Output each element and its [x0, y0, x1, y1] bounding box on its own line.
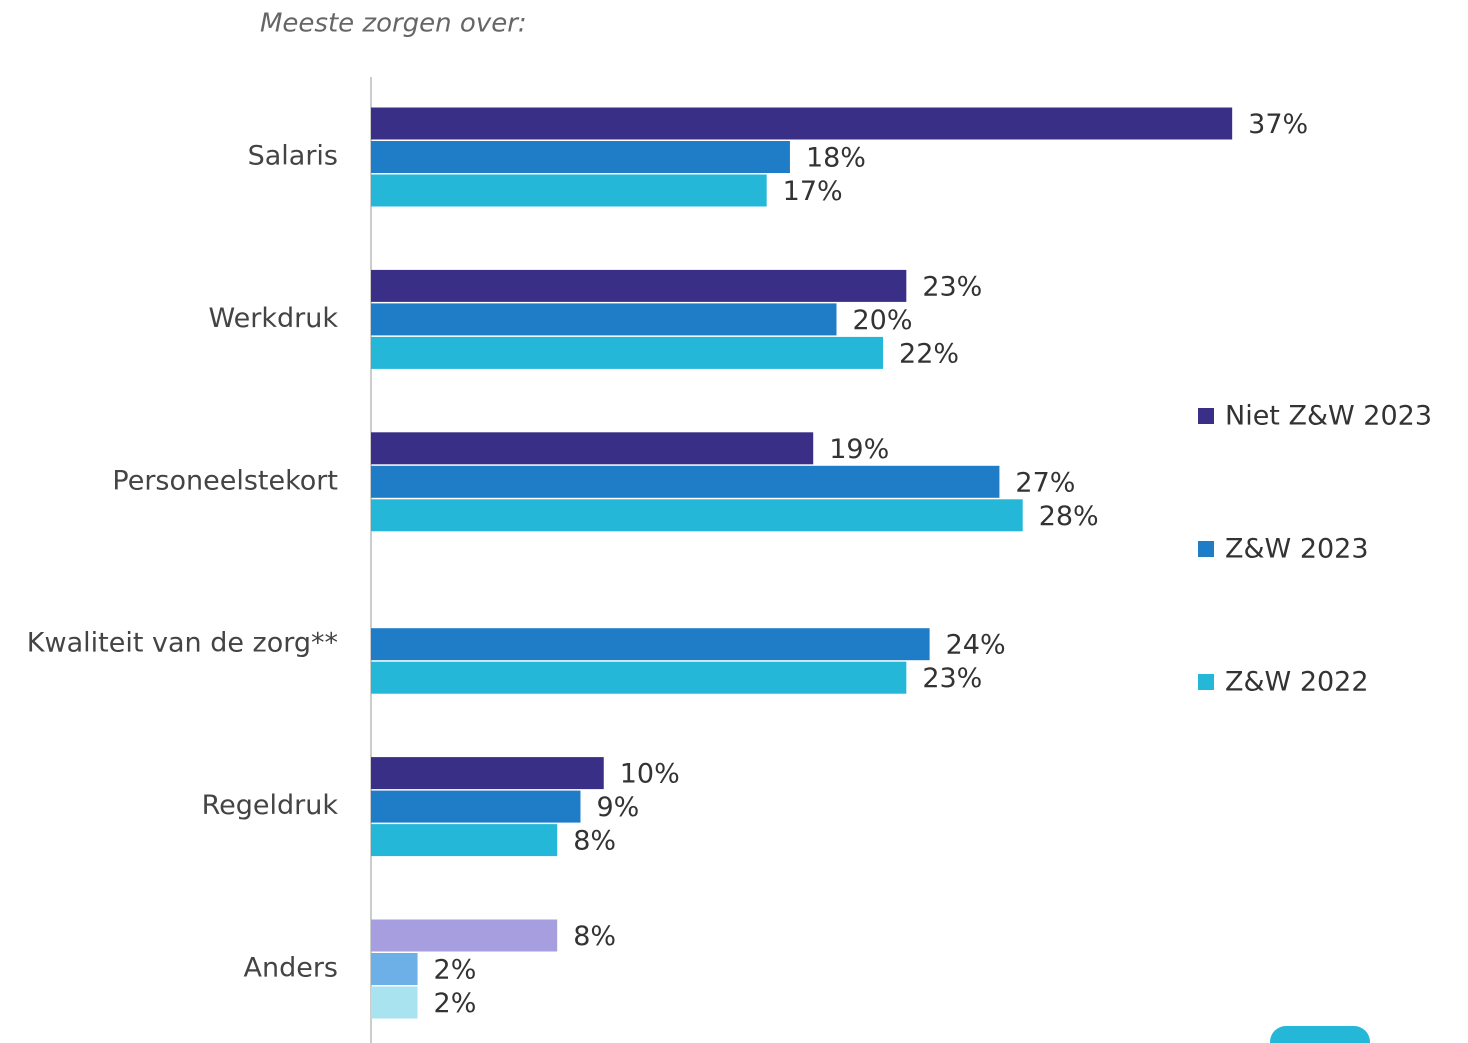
- bar: [371, 141, 790, 173]
- category-label: Anders: [244, 953, 339, 984]
- value-label: 2%: [434, 988, 477, 1019]
- category-label: Kwaliteit van de zorg**: [27, 628, 338, 659]
- legend-label: Niet Z&W 2023: [1225, 401, 1432, 432]
- legend-swatch: [1198, 541, 1214, 557]
- value-label: 8%: [573, 826, 616, 857]
- bar: [371, 790, 581, 823]
- value-label: 10%: [620, 759, 680, 790]
- bar: [371, 661, 907, 694]
- value-label: 23%: [922, 271, 982, 302]
- bar: [371, 953, 418, 985]
- bar: [371, 465, 1000, 498]
- bar: [371, 303, 837, 336]
- bar: [371, 757, 604, 790]
- chart-title: Meeste zorgen over:: [260, 9, 527, 39]
- category-label: Salaris: [248, 141, 338, 172]
- legend-label: Z&W 2022: [1225, 667, 1369, 698]
- bar: [371, 986, 418, 1019]
- bar: [371, 336, 884, 369]
- decoration: [1270, 1026, 1370, 1043]
- value-label: 18%: [806, 143, 866, 174]
- value-label: 20%: [853, 305, 913, 336]
- category-label: Regeldruk: [202, 790, 339, 821]
- value-label: 9%: [596, 792, 639, 823]
- bar: [371, 499, 1023, 532]
- value-label: 22%: [899, 338, 959, 369]
- bar: [371, 824, 558, 857]
- legend-swatch: [1198, 674, 1214, 690]
- bar: [371, 107, 1233, 140]
- value-label: 37%: [1248, 109, 1308, 140]
- bar: [371, 269, 907, 302]
- value-label: 24%: [946, 630, 1006, 661]
- value-label: 19%: [829, 434, 889, 465]
- bar: [371, 432, 814, 465]
- value-label: 2%: [434, 955, 477, 986]
- category-label: Werkdruk: [209, 303, 339, 334]
- legend-swatch: [1198, 408, 1214, 424]
- bar: [371, 174, 767, 207]
- value-label: 8%: [573, 921, 616, 952]
- bar: [371, 919, 558, 952]
- legend-label: Z&W 2023: [1225, 534, 1369, 565]
- bar: [371, 628, 930, 661]
- value-label: 28%: [1039, 501, 1099, 532]
- category-label: Personeelstekort: [112, 465, 338, 496]
- value-label: 17%: [783, 176, 843, 207]
- value-label: 27%: [1015, 467, 1075, 498]
- value-label: 23%: [922, 663, 982, 694]
